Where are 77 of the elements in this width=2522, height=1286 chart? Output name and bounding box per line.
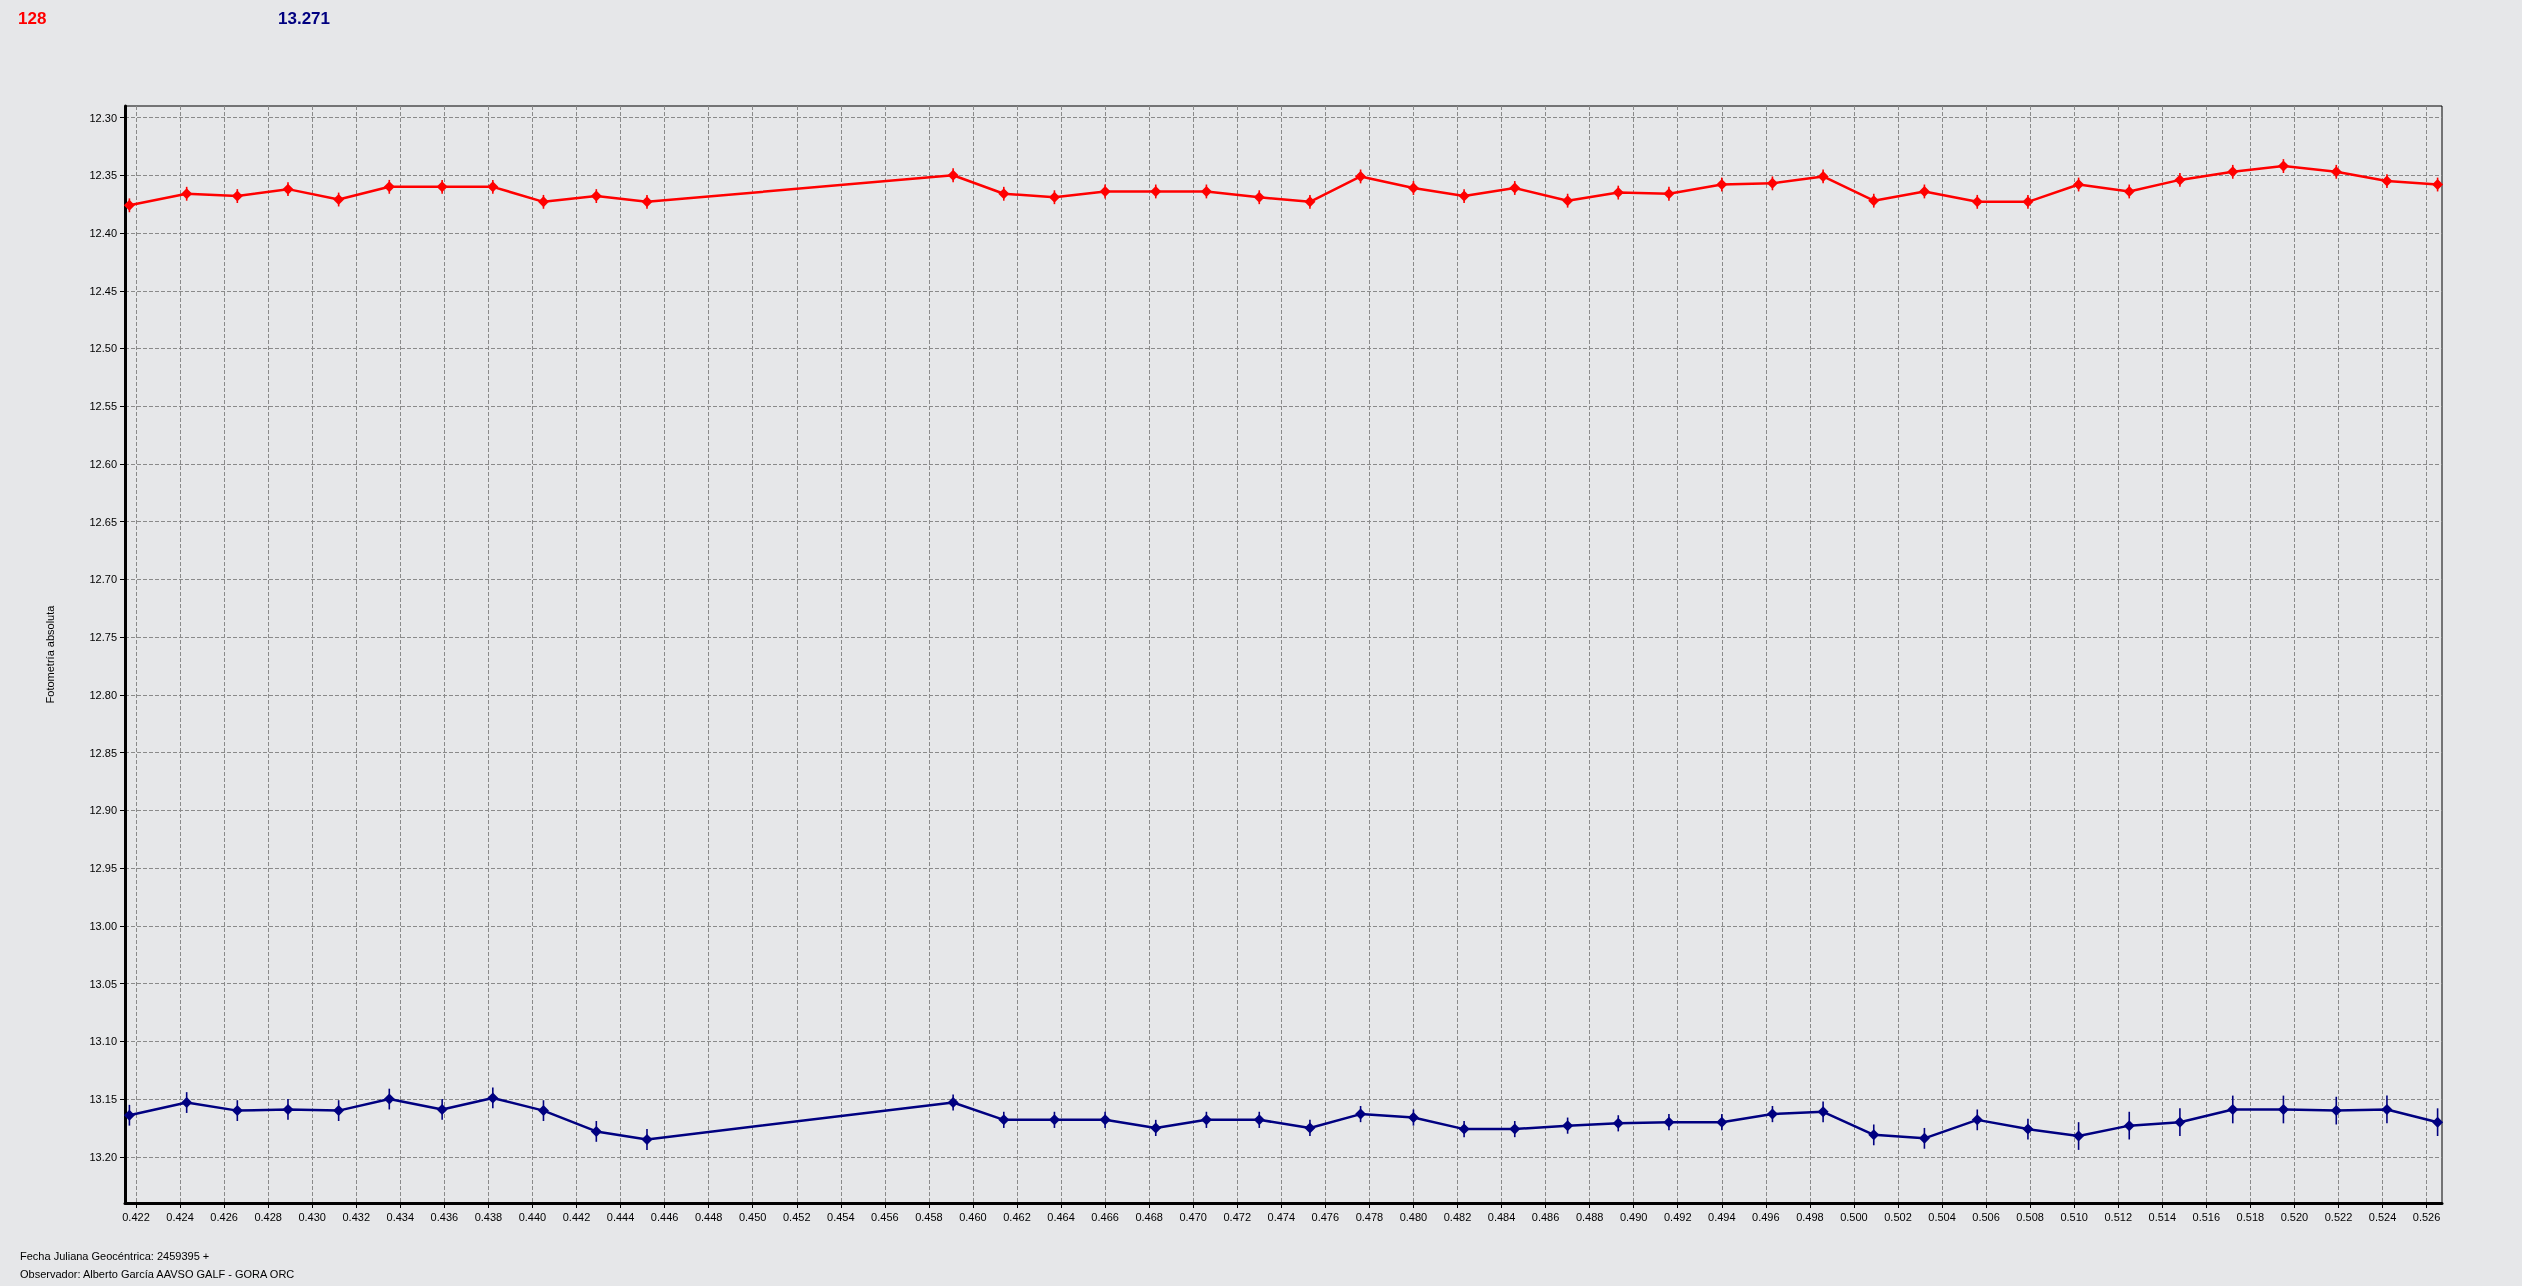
y-tick-label: 12.95 <box>89 862 117 875</box>
y-tick-label: 13.15 <box>89 1093 117 1106</box>
x-tick-label: 0.468 <box>1135 1210 1163 1223</box>
y-tick-label: 12.40 <box>89 227 117 240</box>
x-tick-label: 0.460 <box>959 1210 987 1223</box>
y-tick-label: 13.10 <box>89 1035 117 1048</box>
x-tick-label: 0.522 <box>2324 1210 2353 1223</box>
y-tick-label: 13.00 <box>89 919 117 932</box>
y-tick-label: 13.20 <box>89 1150 117 1163</box>
x-tick-label: 0.440 <box>518 1210 547 1223</box>
x-tick-label: 0.510 <box>2060 1210 2088 1223</box>
x-tick-label: 0.444 <box>606 1210 635 1223</box>
x-tick-label: 0.438 <box>474 1210 503 1223</box>
x-tick-label: 0.478 <box>1355 1210 1384 1223</box>
y-tick-label: 12.35 <box>89 169 117 182</box>
x-tick-label: 0.490 <box>1619 1210 1648 1223</box>
y-tick-label: 12.85 <box>89 746 117 759</box>
x-tick-label: 0.458 <box>915 1210 943 1223</box>
y-tick-label: 12.50 <box>89 342 117 355</box>
y-tick-label: 12.45 <box>89 284 117 297</box>
x-tick-label: 0.452 <box>782 1210 811 1223</box>
x-tick-label: 0.436 <box>430 1210 459 1223</box>
x-tick-label: 0.442 <box>562 1210 591 1223</box>
x-tick-label: 0.432 <box>342 1210 371 1223</box>
x-tick-label: 0.466 <box>1091 1210 1119 1223</box>
x-tick-label: 0.494 <box>1708 1210 1736 1223</box>
y-tick-label: 13.05 <box>89 977 117 990</box>
x-tick-label: 0.488 <box>1575 1210 1604 1223</box>
x-tick-label: 0.470 <box>1179 1210 1207 1223</box>
text: Observador: Alberto García AAVSO GALF - GORA ORC <box>20 1267 295 1280</box>
x-tick-label: 0.464 <box>1047 1210 1075 1223</box>
y-tick-label: 12.60 <box>89 457 117 470</box>
x-tick-label: 0.434 <box>386 1210 415 1223</box>
x-tick-label: 0.504 <box>1928 1210 1956 1223</box>
text: 13.271 <box>278 9 330 28</box>
x-tick-label: 0.456 <box>871 1210 899 1223</box>
x-tick-label: 0.422 <box>122 1210 150 1223</box>
x-tick-label: 0.498 <box>1796 1210 1824 1223</box>
x-tick-label: 0.428 <box>254 1210 282 1223</box>
x-tick-label: 0.502 <box>1884 1210 1912 1223</box>
y-tick-label: 12.90 <box>89 804 117 817</box>
x-tick-label: 0.492 <box>1663 1210 1692 1223</box>
x-tick-label: 0.474 <box>1267 1210 1296 1223</box>
y-tick-label: 12.75 <box>89 631 117 644</box>
x-tick-label: 0.430 <box>298 1210 326 1223</box>
y-tick-label: 12.70 <box>89 573 117 586</box>
x-tick-label: 0.526 <box>2412 1210 2441 1223</box>
x-tick-label: 0.482 <box>1443 1210 1472 1223</box>
x-tick-label: 0.476 <box>1311 1210 1340 1223</box>
x-tick-label: 0.496 <box>1752 1210 1780 1223</box>
x-tick-label: 0.500 <box>1840 1210 1868 1223</box>
y-tick-label: 12.80 <box>89 688 117 701</box>
x-tick-label: 0.426 <box>210 1210 238 1223</box>
y-axis-title: Fotometría absoluta <box>43 604 56 704</box>
x-tick-label: 0.472 <box>1223 1210 1252 1223</box>
x-tick-label: 0.520 <box>2280 1210 2309 1223</box>
x-tick-label: 0.516 <box>2192 1210 2221 1223</box>
x-tick-label: 0.514 <box>2148 1210 2177 1223</box>
y-tick-label: 12.30 <box>89 111 117 124</box>
x-tick-label: 0.424 <box>166 1210 194 1223</box>
text: Fecha Juliana Geocéntrica: 2459395 + <box>20 1249 210 1262</box>
x-tick-label: 0.512 <box>2104 1210 2132 1223</box>
x-tick-label: 0.454 <box>827 1210 855 1223</box>
y-tick-label: 12.55 <box>89 400 117 413</box>
x-tick-label: 0.448 <box>694 1210 723 1223</box>
x-tick-label: 0.446 <box>650 1210 679 1223</box>
y-tick-label: 12.65 <box>89 515 117 528</box>
x-tick-label: 0.506 <box>1972 1210 2000 1223</box>
x-tick-label: 0.480 <box>1399 1210 1428 1223</box>
x-tick-label: 0.518 <box>2236 1210 2265 1223</box>
x-tick-label: 0.524 <box>2368 1210 2397 1223</box>
x-tick-label: 0.484 <box>1487 1210 1516 1223</box>
x-tick-label: 0.450 <box>738 1210 767 1223</box>
x-tick-label: 0.508 <box>2016 1210 2044 1223</box>
x-tick-label: 0.462 <box>1003 1210 1031 1223</box>
text: 128 <box>18 9 47 28</box>
x-tick-label: 0.486 <box>1531 1210 1560 1223</box>
